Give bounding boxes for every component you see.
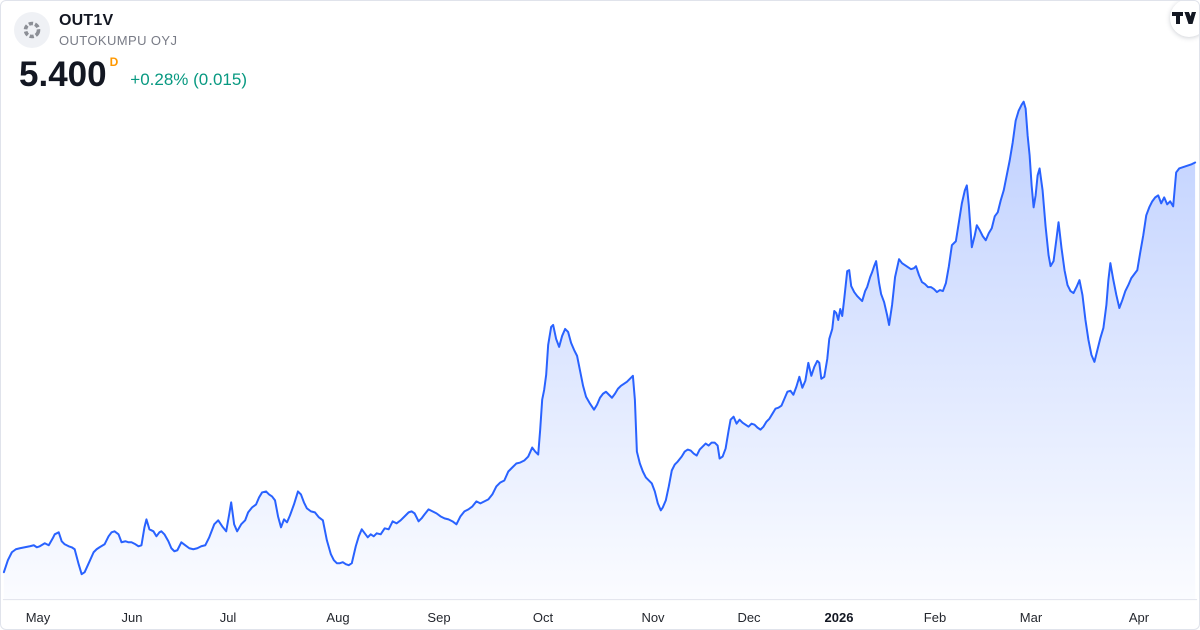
price-change: +0.28% (0.015) (130, 70, 247, 90)
x-axis-tick-may: May (25, 610, 51, 625)
x-axis-tick-jun: Jun (121, 610, 143, 625)
area-fill (3, 101, 1196, 600)
outokumpu-ring-icon (14, 12, 50, 49)
x-axis-tick-dec: Dec (737, 610, 761, 625)
last-price: 5.400 (19, 55, 107, 95)
x-axis-tick-oct: Oct (532, 610, 554, 625)
x-axis-tick-sep: Sep (427, 610, 451, 625)
x-axis-tick-2026: 2026 (824, 610, 854, 625)
x-axis: May Jun Jul Aug Sep Oct Nov Dec 2026 Feb Mar Apr (1, 607, 1199, 629)
price-line (2, 100, 1197, 576)
tradingview-logo-icon (1172, 12, 1196, 24)
x-axis-tick-jul: Jul (219, 610, 237, 625)
x-axis-tick-nov: Nov (641, 610, 665, 625)
symbol-header: OUT1V OUTOKUMPU OYJ 5.400 D +0.28% (0.01… (14, 12, 247, 92)
x-axis-tick-mar: Mar (1019, 610, 1043, 625)
interval-badge: D (109, 55, 119, 70)
x-axis-tick-feb: Feb (923, 610, 947, 625)
x-axis-tick-apr: Apr (1128, 610, 1150, 625)
symbol-ticker: OUT1V (59, 12, 114, 29)
x-axis-tick-aug: Aug (326, 610, 350, 625)
tradingview-logo-button[interactable] (1170, 1, 1199, 37)
company-name: OUTOKUMPU OYJ (59, 32, 178, 48)
